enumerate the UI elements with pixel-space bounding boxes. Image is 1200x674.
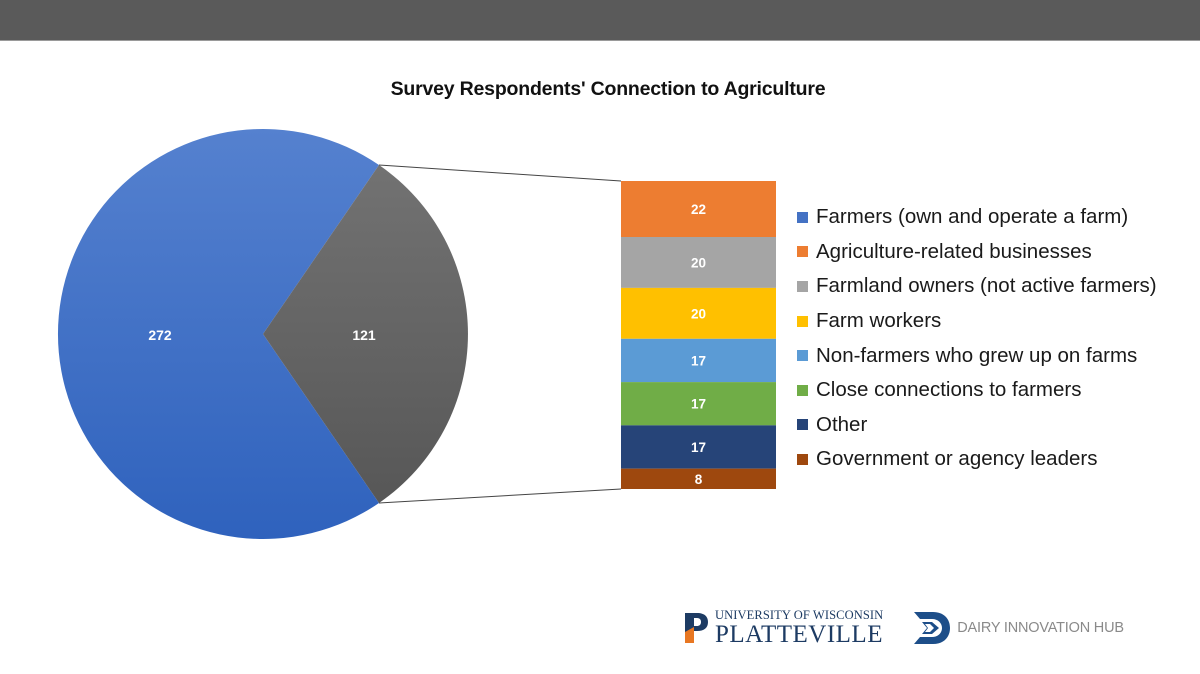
legend-label: Farm workers [816,309,942,333]
stacked-bar: 22 20 20 17 17 17 8 [621,181,776,489]
footer-logos: UNIVERSITY OF WISCONSIN PLATTEVILLE DAIR… [683,608,1124,648]
legend-swatch [797,350,808,362]
dairy-innovation-hub-logo: DAIRY INNOVATION HUB [913,610,1124,646]
legend-item: Government or agency leaders [797,442,1157,477]
uw-platteville-logo: UNIVERSITY OF WISCONSIN PLATTEVILLE [683,607,884,649]
legend-item: Agriculture-related businesses [797,235,1157,270]
bar-segment [621,382,776,426]
dairy-hub-arrow-icon [914,612,951,644]
connector-line-bottom [378,488,622,504]
uwp-bottom-text: PLATTEVILLE [715,621,883,649]
pie: 272 121 [57,129,468,540]
pie-slice-other [263,165,468,503]
bar-segment [621,181,776,237]
legend-swatch [797,280,808,292]
legend-label: Other [816,412,868,436]
bar-segment-label: 17 [691,397,706,412]
top-bar [0,0,1200,41]
bar-segment [621,237,776,288]
bar-segment [621,425,776,469]
dairy-hub-text: DAIRY INNOVATION HUB [957,620,1124,636]
legend-item: Other [797,408,1157,443]
legend-item: Non-farmers who grew up on farms [797,338,1157,373]
legend-swatch [797,384,808,396]
pie-slice-farmers [57,129,379,540]
pie-label-other: 121 [352,327,376,343]
legend-item: Close connections to farmers [797,373,1157,408]
legend-label: Non-farmers who grew up on farms [816,343,1138,367]
bar-segment [621,287,776,339]
bar-segment [621,468,776,489]
bar-segment-label: 17 [691,353,706,368]
uwp-top-text: UNIVERSITY OF WISCONSIN [715,607,884,622]
bar-segment-label: 22 [691,202,706,217]
legend-label: Government or agency leaders [816,447,1098,471]
bar-segment-label: 20 [691,306,706,321]
legend-label: Farmland owners (not active farmers) [816,274,1157,298]
legend-swatch [797,246,808,258]
connector-line-top [378,164,622,182]
legend-swatch [797,315,808,327]
bar-segment [621,338,776,383]
legend: Farmers (own and operate a farm) Agricul… [797,200,1157,477]
bar-segment-label: 20 [691,255,706,270]
chart-title: Survey Respondents' Connection to Agricu… [390,78,826,100]
bar-segment-label: 17 [691,440,706,455]
legend-item: Farmland owners (not active farmers) [797,269,1157,304]
legend-label: Agriculture-related businesses [816,239,1092,263]
legend-swatch [797,211,808,223]
pie-label-farmers: 272 [148,327,172,343]
legend-label: Close connections to farmers [816,378,1082,402]
bar-segment-label: 8 [695,472,703,487]
legend-swatch [797,419,808,431]
legend-swatch [797,453,808,465]
legend-label: Farmers (own and operate a farm) [816,205,1129,229]
legend-item: Farm workers [797,304,1157,339]
legend-item: Farmers (own and operate a farm) [797,200,1157,235]
platteville-p-icon [685,613,708,643]
